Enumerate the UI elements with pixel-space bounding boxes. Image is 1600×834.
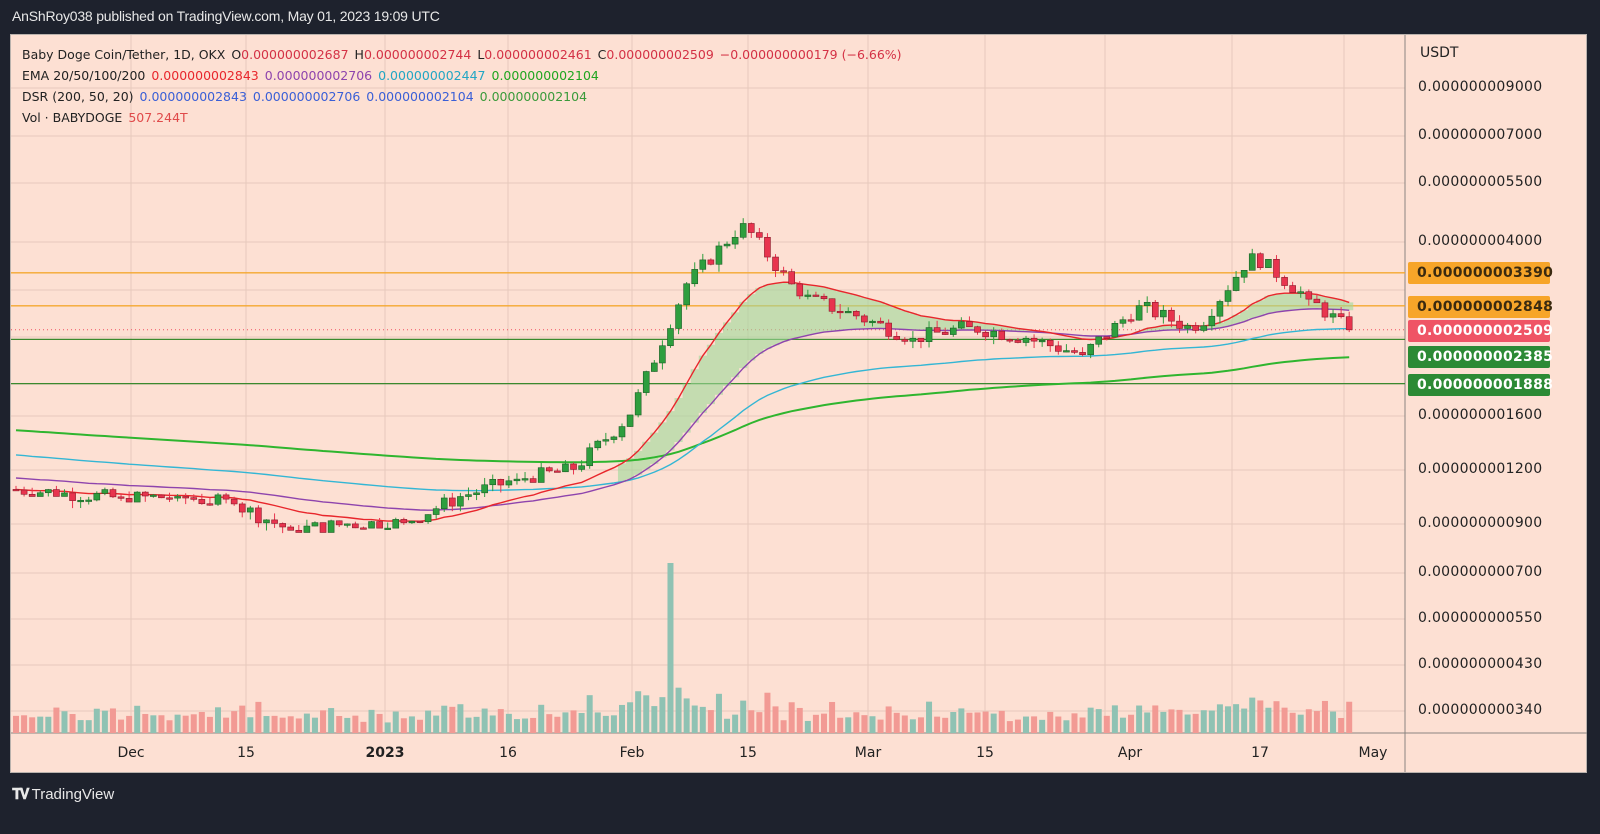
time-axis-label: Dec xyxy=(117,745,145,761)
price-axis-label: 0.000000000340 xyxy=(1418,702,1543,718)
ema-title: EMA 20/50/100/200 xyxy=(22,68,146,83)
ema20-value: 0.000000002843 xyxy=(151,68,259,83)
dsr-value-3: 0.000000002104 xyxy=(366,89,474,104)
ema200-value: 0.000000002104 xyxy=(491,68,599,83)
price-axis-label: 0.000000001600 xyxy=(1418,407,1543,423)
legend-volume-row[interactable]: Vol · BABYDOGE 507.244T xyxy=(22,107,908,128)
chart-frame[interactable] xyxy=(10,34,1587,773)
open-label: O xyxy=(231,47,242,62)
publish-info: AnShRoy038 published on TradingView.com,… xyxy=(12,8,440,24)
legend-ema-row[interactable]: EMA 20/50/100/200 0.000000002843 0.0000000… xyxy=(22,65,908,86)
price-axis-label: 0.000000004000 xyxy=(1418,233,1543,249)
dsr-value-2: 0.000000002706 xyxy=(252,89,361,104)
volume-title: Vol · BABYDOGE xyxy=(22,110,123,125)
price-axis-label: 0.000000001200 xyxy=(1418,461,1543,477)
symbol-title: Baby Doge Coin/Tether, 1D, OKX xyxy=(22,47,226,62)
price-axis-label: 0.000000000550 xyxy=(1418,610,1543,626)
time-axis-label: Feb xyxy=(619,745,645,761)
tradingview-brand: 𝐓𝐕 TradingView xyxy=(12,786,114,803)
dsr-value-4: 0.000000002104 xyxy=(479,89,588,104)
price-axis-label: 0.000000009000 xyxy=(1418,79,1543,95)
time-axis-label: 2023 xyxy=(365,745,405,761)
open-value: 0.000000002687 xyxy=(241,47,349,62)
ema100-value: 0.000000002447 xyxy=(378,68,486,83)
price-axis-label: 0.000000000700 xyxy=(1418,564,1543,580)
close-label: C xyxy=(597,47,607,62)
price-level-tag: 0.000000002509 xyxy=(1408,320,1553,342)
ema50-value: 0.000000002706 xyxy=(264,68,373,83)
legend-symbol-row[interactable]: Baby Doge Coin/Tether, 1D, OKX O0.0000000… xyxy=(22,44,908,65)
volume-value: 507.244T xyxy=(128,110,188,125)
close-value: 0.000000002509 xyxy=(606,47,714,62)
price-level-tag: 0.000000003390 xyxy=(1408,262,1553,284)
time-axis-label: Mar xyxy=(854,745,882,761)
time-axis-label: 15 xyxy=(237,745,255,761)
time-axis-label: May xyxy=(1358,745,1388,761)
low-value: 0.000000002461 xyxy=(484,47,592,62)
time-axis-label: 15 xyxy=(976,745,994,761)
time-axis-label: 15 xyxy=(739,745,757,761)
time-axis-label: Apr xyxy=(1117,745,1143,761)
chart-legend: Baby Doge Coin/Tether, 1D, OKX O0.0000000… xyxy=(22,44,908,128)
price-level-tag: 0.000000002385 xyxy=(1408,346,1553,368)
price-axis-label: 0.000000005500 xyxy=(1418,174,1543,190)
dsr-value-1: 0.000000002843 xyxy=(139,89,247,104)
price-level-tag: 0.000000002848 xyxy=(1408,296,1553,318)
low-label: L xyxy=(477,47,485,62)
price-axis-label: 0.000000000430 xyxy=(1418,656,1543,672)
price-axis-unit: USDT xyxy=(1420,45,1459,61)
dsr-title: DSR (200, 50, 20) xyxy=(22,89,134,104)
price-axis-label: 0.000000007000 xyxy=(1418,127,1543,143)
brand-name: TradingView xyxy=(31,786,115,803)
time-axis-label: 17 xyxy=(1251,745,1269,761)
high-value: 0.000000002744 xyxy=(363,47,472,62)
time-axis-label: 16 xyxy=(499,745,517,761)
price-level-tag: 0.000000001888 xyxy=(1408,374,1553,396)
change-value: −0.000000000179 (−6.66%) xyxy=(719,47,902,62)
legend-dsr-row[interactable]: DSR (200, 50, 20) 0.000000002843 0.0000000… xyxy=(22,86,908,107)
price-axis-label: 0.000000000900 xyxy=(1418,515,1543,531)
tradingview-logo-icon: 𝐓𝐕 xyxy=(12,786,30,803)
high-label: H xyxy=(354,47,364,62)
